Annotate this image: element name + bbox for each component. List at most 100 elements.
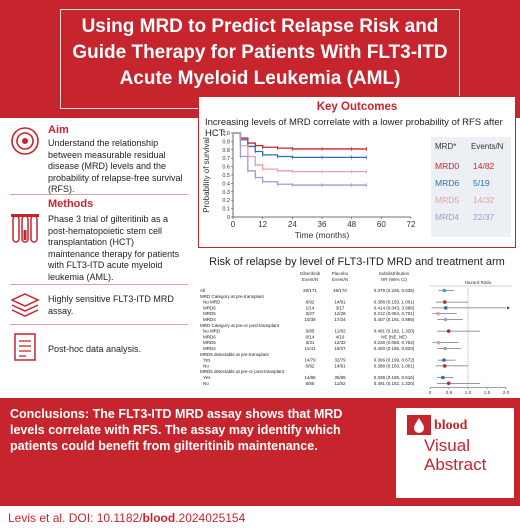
- row-label: No: [203, 363, 209, 368]
- row-hr: 0.388 (0.150, 1.001): [374, 363, 415, 368]
- forest-x-tick-label: 1.5: [484, 390, 491, 395]
- row-gilteritinib: 14/79: [304, 358, 316, 363]
- x-tick-label: 36: [318, 220, 327, 229]
- legend-box: [431, 137, 511, 237]
- row-placebo: 32/79: [334, 358, 346, 363]
- forest-x-tick-label: 0.5: [446, 390, 453, 395]
- legend-events-mrd4: 22/37: [473, 212, 495, 222]
- row-hr: 0.212 (0.064, 0.701): [374, 311, 415, 316]
- y-tick-label: 0.2: [222, 198, 230, 204]
- blood-drop-icon: [407, 415, 431, 435]
- row-gilteritinib: 14/86: [304, 375, 316, 380]
- hr-point: [441, 375, 445, 380]
- key-outcomes-panel: Key Outcomes Increasing levels of MRD co…: [198, 96, 516, 248]
- x-tick-label: 24: [288, 220, 297, 229]
- x-axis-label: Time (months): [295, 230, 350, 240]
- citation: Levis et al. DOI: 10.1182/blood.20240251…: [8, 511, 245, 525]
- citation-suffix: .2024025154: [175, 511, 246, 525]
- col-header-placebo: Placebo: [332, 271, 349, 276]
- x-tick-label: 12: [258, 220, 267, 229]
- hr-point: [442, 358, 446, 362]
- km-line-mrd6: [233, 132, 367, 159]
- row-label: MRD4: [203, 317, 216, 322]
- y-axis-label: Probability of survival: [202, 137, 211, 213]
- hr-point: [436, 340, 441, 345]
- blood-logo-text: blood: [434, 418, 468, 433]
- legend-name-mrd6: MRD6: [435, 178, 459, 188]
- col-header-gilteritinib: Event/N: [302, 277, 318, 282]
- row-gilteritinib: 20/171: [303, 288, 317, 293]
- row-gilteritinib: 6/85: [306, 329, 315, 334]
- y-tick-label: 0.9: [222, 139, 230, 145]
- footer: Levis et al. DOI: 10.1182/blood.20240251…: [0, 506, 520, 531]
- y-tick-label: 0.5: [222, 173, 230, 179]
- forest-x-tick-label: 2.0: [503, 390, 510, 395]
- legend-name-mrd0: MRD0: [435, 161, 459, 171]
- divider: [10, 194, 188, 195]
- hr-point: [446, 381, 451, 386]
- row-label: MRD Category at pre-transplant: [200, 294, 265, 299]
- row-label: Yes: [203, 358, 211, 363]
- hr-point: [446, 329, 451, 333]
- methods-title: Methods: [48, 198, 94, 210]
- row-label: No: [203, 381, 209, 386]
- title-line-2: Guide Therapy for Patients With FLT3-ITD: [72, 42, 448, 63]
- ci-arrow: [507, 306, 510, 310]
- row-placebo: 3/17: [336, 305, 345, 310]
- y-tick-label: 1.0: [222, 131, 230, 137]
- row-hr: 0.226 (0.068, 0.754): [374, 340, 415, 345]
- row-gilteritinib: 6/85: [306, 381, 315, 386]
- row-label: Yes: [203, 375, 211, 380]
- legend-name-mrd5: MRD5: [435, 195, 459, 205]
- hr-point: [443, 306, 448, 310]
- hr-point: [443, 317, 448, 322]
- y-tick-label: 0.8: [222, 148, 230, 154]
- row-placebo: 19/37: [334, 346, 346, 351]
- aim-text: Understand the relationship between meas…: [48, 138, 183, 194]
- row-hr: 0.379 (0.226, 0.635): [374, 288, 415, 293]
- legend-name-mrd4: MRD4: [435, 212, 459, 222]
- citation-prefix: Levis et al. DOI: 10.1182/: [8, 511, 143, 525]
- divider: [10, 284, 188, 285]
- row-label: MRD5: [203, 340, 216, 345]
- legend-events-mrd6: 5/19: [473, 178, 490, 188]
- row-gilteritinib: 0/14: [306, 334, 315, 339]
- methods-text-analysis: Post-hoc data analysis.: [48, 344, 142, 354]
- visual-abstract-label: Visual Abstract: [424, 436, 486, 474]
- row-placebo: 35/88: [334, 375, 346, 380]
- row-label: No MRD: [203, 329, 221, 334]
- km-line-mrd5: [233, 132, 367, 173]
- col-header-hr: HR (95% CI): [381, 277, 408, 282]
- row-hr: 0.491 (0.182, 1.320): [374, 329, 415, 334]
- km-survival-chart: 0 0.1 0.2 0.3 0.4 0.5 0.6 0.7 0.8 0.9 1.0 0 12 24 36 48…: [202, 131, 511, 240]
- hr-point: [442, 288, 447, 293]
- page-title: Using MRD to Predict Relapse Risk and Gu…: [64, 14, 456, 92]
- aim-title: Aim: [48, 124, 69, 136]
- y-tick-label: 0: [227, 215, 230, 221]
- col-header-placebo: Event/N: [332, 277, 348, 282]
- row-hr: 0.400 (0.195, 0.820): [374, 346, 415, 351]
- x-tick-label: 48: [347, 220, 356, 229]
- row-hr: 0.407 (0.191, 0.866): [374, 317, 415, 322]
- row-hr: 0.388 (0.150, 1.001): [374, 300, 415, 305]
- col-header-hr: Subdistribution: [379, 271, 410, 276]
- y-tick-label: 0.4: [222, 181, 230, 187]
- key-outcomes-subtitle: Increasing levels of MRD correlate with …: [205, 117, 503, 139]
- row-placebo: 46/170: [333, 288, 347, 293]
- row-label: No MRD: [203, 300, 221, 305]
- row-label: MRD5: [203, 311, 216, 316]
- forest-x-tick-label: 0: [429, 390, 432, 395]
- row-gilteritinib: 6/92: [306, 363, 315, 368]
- left-panel: Aim Understand the relationship between …: [0, 118, 194, 396]
- forest-plot: GilteritinibEvent/NPlaceboEvent/NSubdist…: [200, 271, 512, 395]
- legend-header-mrd: MRD*: [435, 142, 456, 151]
- col-header-gilteritinib: Gilteritinib: [300, 271, 321, 276]
- row-gilteritinib: 1/14: [306, 305, 315, 310]
- conclusions-banner: Conclusions: The FLT3-ITD MRD assay show…: [0, 398, 520, 506]
- legend-events-mrd0: 14/82: [473, 161, 495, 171]
- row-placebo: 11/82: [335, 381, 346, 386]
- y-tick-label: 0.3: [222, 190, 230, 196]
- row-hr: 0.366 (0.199, 0.672): [374, 358, 415, 363]
- title-line-1: Using MRD to Predict Relapse Risk and: [81, 16, 439, 37]
- y-tick-label: 0.1: [222, 207, 230, 213]
